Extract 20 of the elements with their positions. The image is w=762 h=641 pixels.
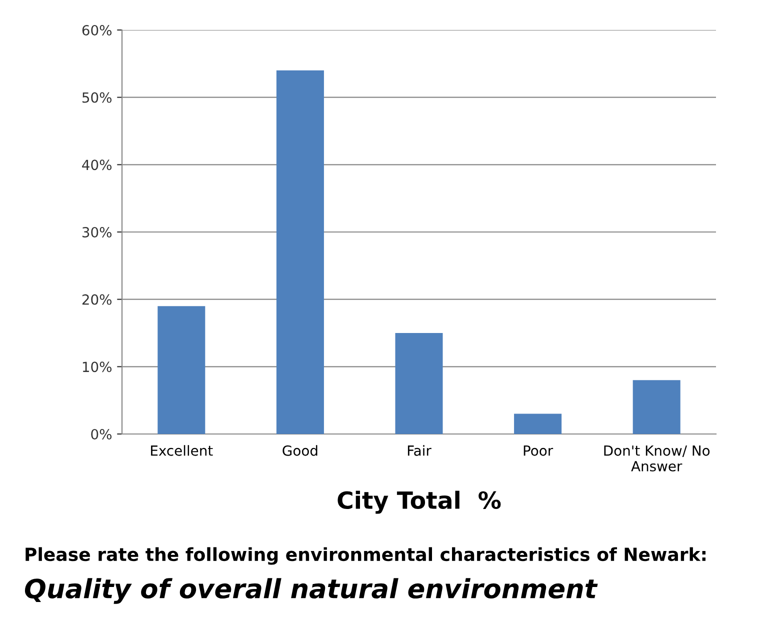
y-tick-label: 50%	[82, 92, 112, 103]
bar	[632, 380, 680, 434]
bar	[276, 70, 324, 434]
x-tick-label: Excellent	[151, 445, 213, 456]
x-tick-label: Poor	[524, 446, 554, 456]
y-tick-label: 10%	[82, 362, 112, 372]
y-tick-label: 20%	[82, 294, 112, 305]
y-tick-label: 30%	[82, 226, 112, 238]
y-tick-label: 60%	[82, 24, 112, 36]
x-tick-label: Good	[282, 445, 318, 456]
bar	[514, 414, 562, 434]
text: Please rate the following environmental characteristics of Newark:	[26, 547, 706, 565]
y-tick-label: 40%	[82, 160, 112, 170]
x-axis-title: City Total %	[338, 490, 501, 514]
bar	[158, 306, 206, 434]
text: Quality of overall natural environment	[24, 578, 598, 604]
x-tick-label: Don't Know/ No Answer	[604, 446, 710, 472]
x-tick-label: Fair	[408, 445, 432, 456]
bar	[395, 333, 443, 434]
y-tick-label: 0%	[91, 428, 112, 440]
